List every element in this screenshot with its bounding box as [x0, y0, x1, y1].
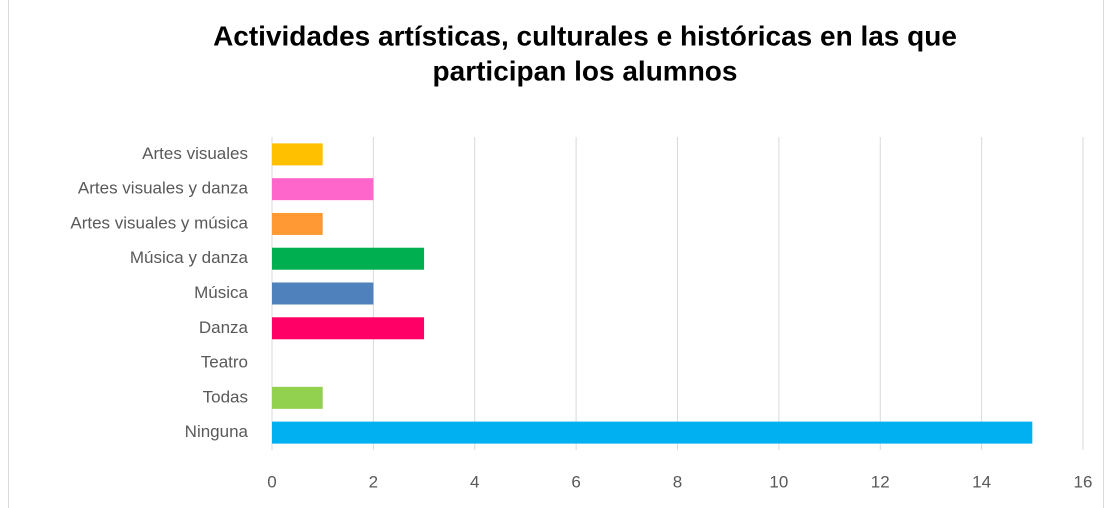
x-tick-label: 2 — [369, 472, 378, 491]
bar — [272, 317, 425, 340]
bar — [272, 143, 323, 166]
bar — [272, 282, 374, 305]
chart-title: participan los alumnos — [433, 55, 738, 86]
y-tick-label: Música y danza — [130, 248, 249, 267]
x-tick-label: 0 — [267, 472, 276, 491]
y-tick-label: Artes visuales y danza — [78, 179, 249, 198]
bar — [272, 421, 1033, 444]
x-tick-label: 14 — [972, 472, 991, 491]
x-tick-label: 8 — [673, 472, 682, 491]
y-tick-label: Artes visuales y música — [70, 213, 248, 232]
y-tick-label: Artes visuales — [142, 144, 248, 163]
bar — [272, 247, 425, 270]
bar — [272, 212, 323, 235]
x-tick-label: 4 — [470, 472, 479, 491]
chart-title: Actividades artísticas, culturales e his… — [213, 20, 957, 51]
x-tick-label: 6 — [571, 472, 580, 491]
x-tick-label: 16 — [1074, 472, 1093, 491]
bar — [272, 178, 374, 201]
x-tick-label: 10 — [769, 472, 788, 491]
chart-frame — [8, 0, 1104, 508]
y-tick-label: Todas — [203, 387, 248, 406]
bar — [272, 386, 323, 409]
y-tick-label: Música — [194, 283, 248, 302]
y-tick-label: Teatro — [201, 353, 248, 372]
x-tick-label: 12 — [871, 472, 890, 491]
y-tick-label: Danza — [199, 318, 249, 337]
y-tick-label: Ninguna — [185, 422, 249, 441]
